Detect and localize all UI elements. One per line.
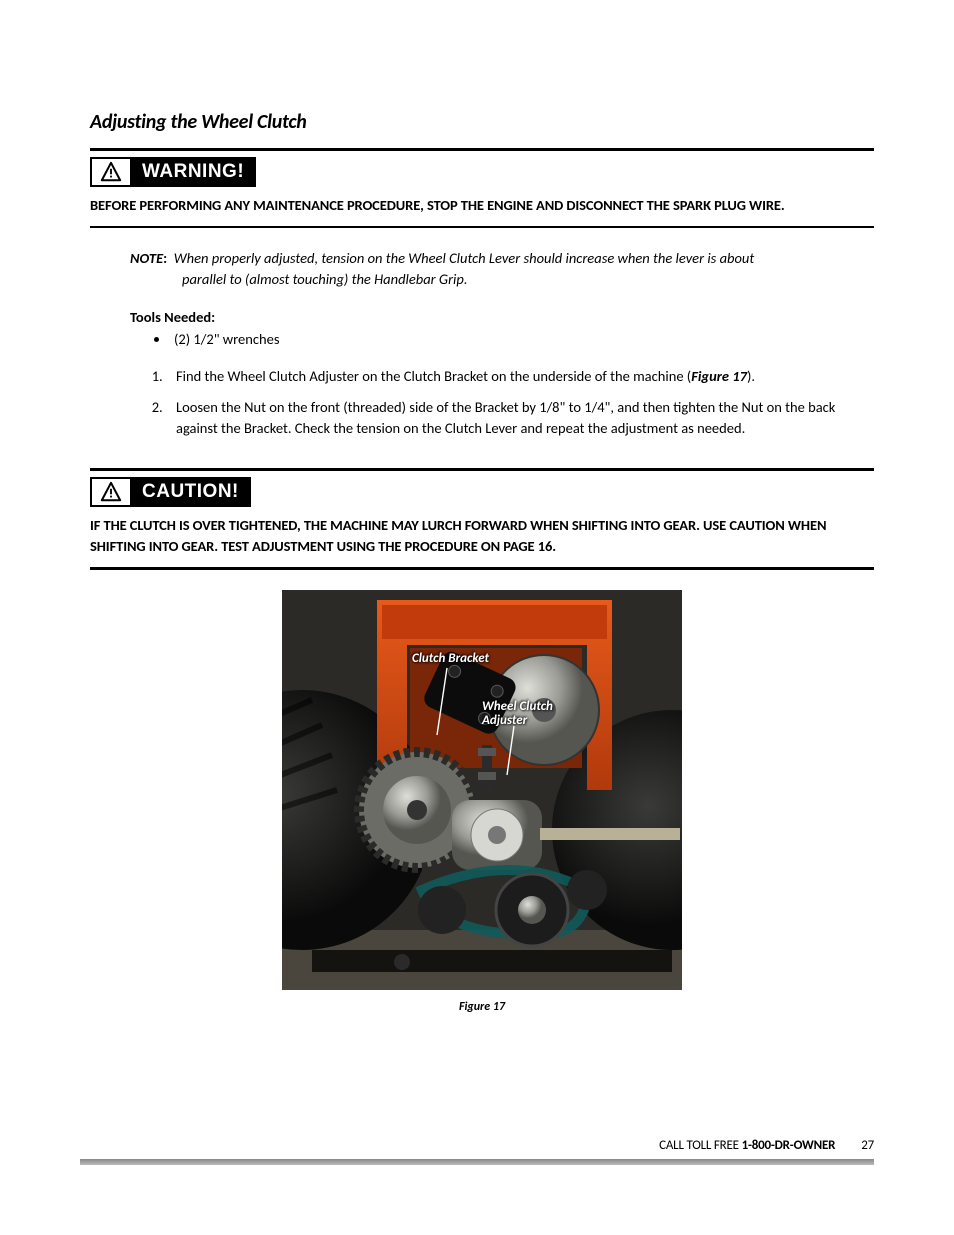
rule-warning-end (90, 226, 874, 228)
footer-prefix: CALL TOLL FREE (659, 1138, 741, 1153)
note-body-1: When properly adjusted, tension on the W… (174, 249, 755, 267)
alert-icon (90, 157, 130, 187)
rule-top (90, 148, 874, 151)
figure-17: Clutch Bracket Wheel ClutchAdjuster Figu… (282, 590, 682, 1014)
step-2-pre: Loosen the Nut on the front (threaded) s… (176, 398, 835, 437)
note-block: NOTE: When properly adjusted, tension on… (130, 248, 874, 290)
footer-phone: 1-800-DR-OWNER (742, 1138, 836, 1153)
step-2: Loosen the Nut on the front (threaded) s… (166, 397, 874, 439)
note-body-2: parallel to (almost touching) the Handle… (182, 269, 864, 290)
section-title: Adjusting the Wheel Clutch (90, 110, 874, 134)
caution-text: IF THE CLUTCH IS OVER TIGHTENED, THE MAC… (90, 515, 874, 557)
warning-box: WARNING! (90, 157, 874, 187)
figure-caption: Figure 17 (282, 1000, 682, 1014)
warning-text: BEFORE PERFORMING ANY MAINTENANCE PROCED… (90, 195, 874, 216)
steps-list: Find the Wheel Clutch Adjuster on the Cl… (166, 366, 874, 439)
tools-list: (2) 1/2" wrenches (170, 330, 874, 348)
step-1: Find the Wheel Clutch Adjuster on the Cl… (166, 366, 874, 387)
note-label: NOTE (130, 249, 163, 267)
step-1-pre: Find the Wheel Clutch Adjuster on the Cl… (176, 367, 691, 385)
step-1-post: ). (747, 367, 755, 385)
rule-caution-end (90, 567, 874, 570)
page-footer: CALL TOLL FREE 1-800-DR-OWNER 27 (80, 1138, 874, 1153)
callout-wheel-clutch-adjuster: Wheel ClutchAdjuster (482, 700, 553, 729)
footer-rule (80, 1159, 874, 1165)
rule-caution-top (90, 468, 874, 471)
tools-label: Tools Needed: (130, 308, 874, 326)
caution-box: CAUTION! (90, 477, 874, 507)
alert-icon (90, 477, 130, 507)
step-1-figref: Figure 17 (691, 367, 747, 385)
tool-item: (2) 1/2" wrenches (170, 330, 874, 348)
callout-clutch-bracket: Clutch Bracket (412, 652, 489, 666)
warning-label: WARNING! (130, 157, 256, 187)
caution-label: CAUTION! (130, 477, 251, 507)
page-number: 27 (861, 1138, 874, 1153)
